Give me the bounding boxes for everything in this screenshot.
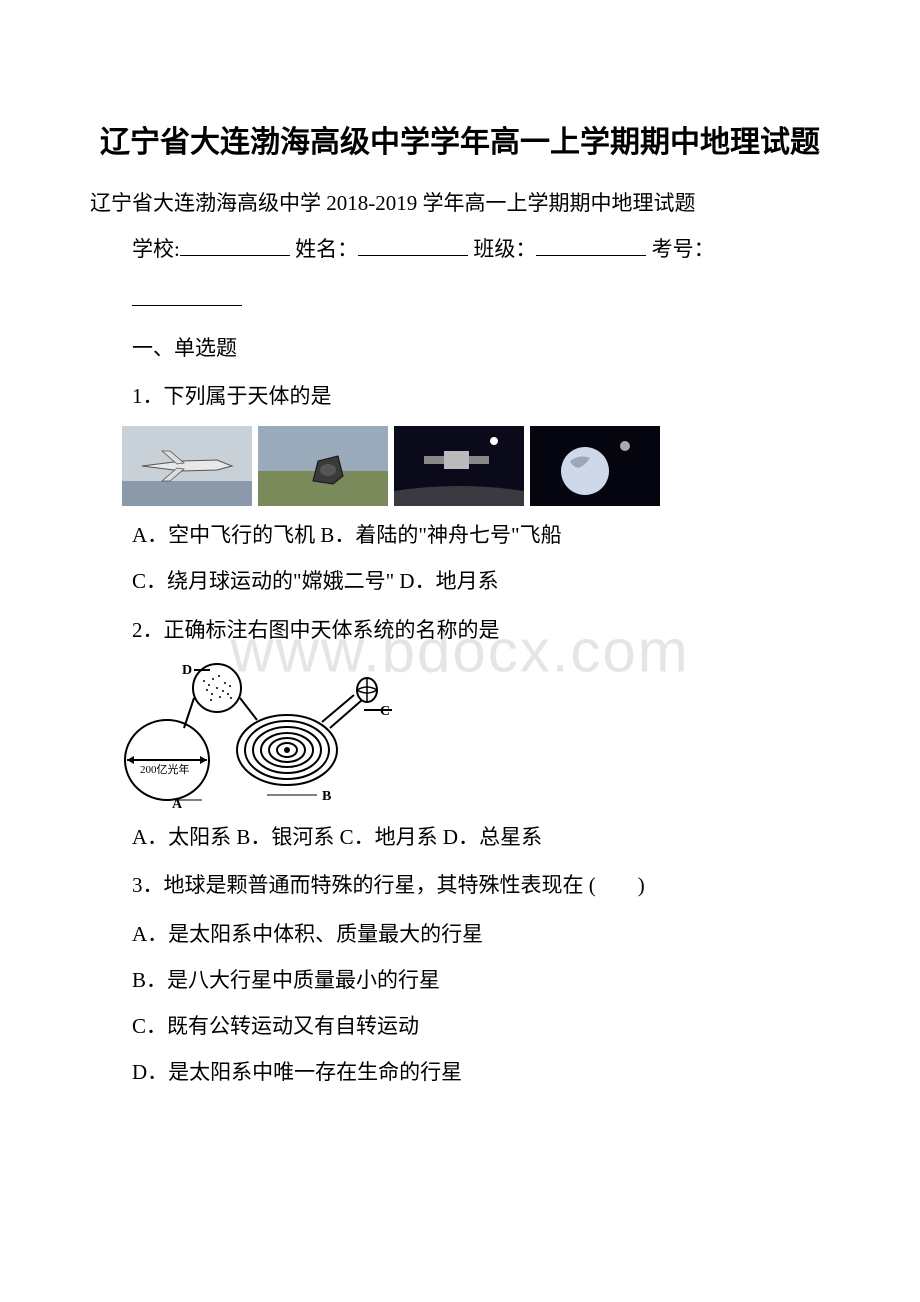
name-label: 姓名： [295,237,358,261]
q3-opt-b: B．是八大行星中质量最小的行星 [90,961,830,1001]
q1-img-earthmoon [530,426,660,506]
label-b: B [322,789,331,804]
q2-diagram: 200亿光年 A D B [122,660,402,810]
label-a: A [172,797,183,810]
class-blank [536,235,646,256]
subtitle: 辽宁省大连渤海高级中学 2018-2019 学年高一上学期期中地理试题 [90,185,830,223]
form-row: 学校: 姓名： 班级： 考号： [90,231,830,269]
q1-stem: 1．下列属于天体的是 [90,378,830,416]
q1-img-airplane [122,426,252,506]
label-c: C [380,704,390,719]
class-label: 班级： [473,237,536,261]
q1-options-cd: C．绕月球运动的"嫦娥二号" D．地月系 [90,562,830,602]
q3-stem: 3．地球是颗普通而特殊的行星，其特殊性表现在 ( ) [90,867,830,905]
q2-options: A．太阳系 B．银河系 C．地月系 D．总星系 [90,818,830,858]
school-label: 学校: [132,237,180,261]
label-d: D [182,663,192,678]
q3-opt-d: D．是太阳系中唯一存在生命的行星 [90,1053,830,1093]
form-row2 [90,281,830,319]
q1-img-capsule [258,426,388,506]
q3-opt-a: A．是太阳系中体积、质量最大的行星 [90,915,830,955]
examno-label: 考号： [652,237,715,261]
school-blank [180,235,290,256]
q1-options-ab: A．空中飞行的飞机 B．着陆的"神舟七号"飞船 [90,516,830,556]
section-heading: 一、单选题 [90,330,830,368]
name-blank [358,235,468,256]
page-title: 辽宁省大连渤海高级中学学年高一上学期期中地理试题 [90,120,830,165]
examno-blank [132,285,242,306]
scale-label: 200亿光年 [140,762,190,776]
q1-image-row [122,426,830,506]
q3-opt-c: C．既有公转运动又有自转运动 [90,1007,830,1047]
q1-img-probe [394,426,524,506]
q2-stem: 2．正确标注右图中天体系统的名称的是 [90,612,830,650]
